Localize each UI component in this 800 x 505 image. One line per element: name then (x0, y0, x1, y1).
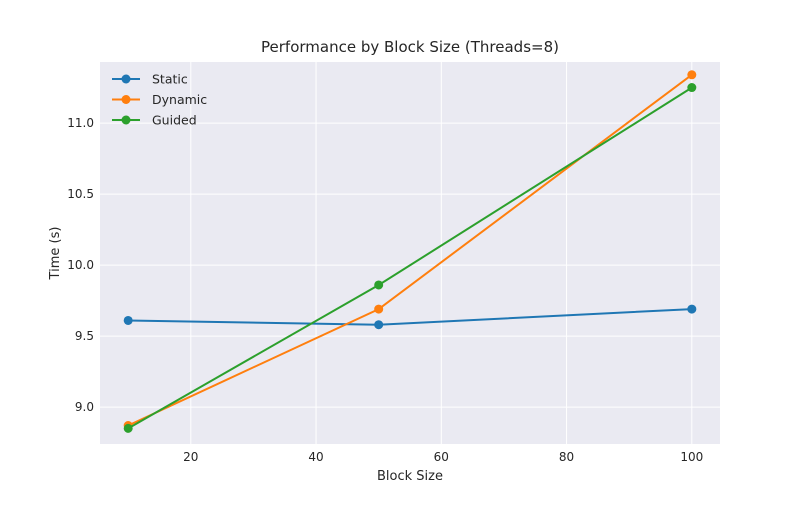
legend-swatch-marker (121, 95, 131, 104)
x-tick-label: 100 (680, 450, 703, 464)
x-axis-label: Block Size (377, 469, 443, 484)
x-tick-label: 60 (434, 450, 449, 464)
series-layer (123, 70, 697, 433)
data-point-dynamic (374, 304, 384, 314)
grid-lines (100, 62, 720, 444)
legend-label: Static (152, 72, 188, 87)
legend-label: Dynamic (152, 92, 207, 107)
legend-item-static: Static (112, 72, 188, 87)
series-guided (123, 83, 697, 433)
legend-item-guided: Guided (112, 113, 197, 128)
data-point-guided (123, 423, 133, 433)
legend: Static Dynamic Guided (112, 72, 207, 128)
data-point-static (123, 315, 133, 325)
plot-area (100, 62, 720, 444)
y-tick-label: 10.0 (67, 258, 94, 272)
data-point-guided (687, 83, 697, 93)
legend-item-dynamic: Dynamic (112, 92, 207, 107)
y-tick-label: 10.5 (67, 187, 94, 201)
y-axis-label: Time (s) (48, 227, 63, 281)
tick-labels: 20 40 60 80 100 9.0 9.5 10.0 10.5 11.0 (67, 116, 703, 464)
series-static (123, 304, 697, 330)
legend-label: Guided (152, 113, 197, 128)
legend-swatch-marker (121, 74, 131, 84)
data-point-guided (374, 280, 384, 290)
y-tick-label: 9.0 (75, 400, 94, 414)
y-tick-label: 11.0 (67, 116, 94, 130)
legend-swatch-marker (121, 115, 131, 125)
data-point-static (687, 304, 697, 314)
x-tick-label: 20 (183, 450, 198, 464)
x-tick-label: 80 (559, 450, 574, 464)
y-tick-label: 9.5 (75, 329, 94, 343)
x-tick-label: 40 (308, 450, 323, 464)
data-point-static (374, 320, 384, 330)
chart-title: Performance by Block Size (Threads=8) (261, 38, 559, 56)
data-point-dynamic (687, 70, 697, 80)
